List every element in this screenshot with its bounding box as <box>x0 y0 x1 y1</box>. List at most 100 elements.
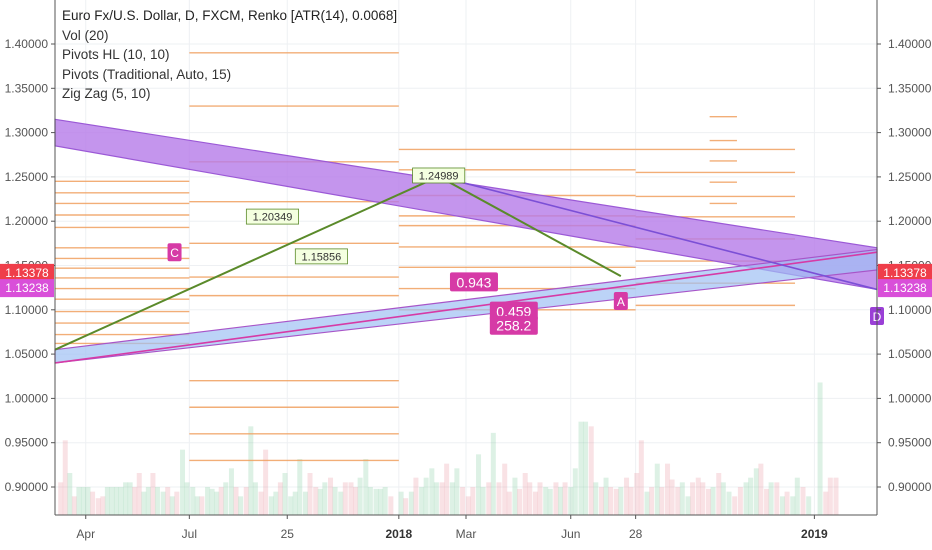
legend-pivots[interactable]: Pivots (Traditional, Auto, 15) <box>62 66 232 82</box>
zigzag-label-text: 1.15856 <box>302 251 342 263</box>
volume-bar <box>338 491 344 515</box>
volume-bar <box>833 477 839 515</box>
volume-bar <box>388 496 394 515</box>
volume-bar <box>695 477 701 515</box>
volume-bar <box>322 482 328 515</box>
volume-bar <box>205 487 211 515</box>
volume-bar <box>480 487 486 515</box>
y-tick-label-right: 0.90000 <box>888 480 932 494</box>
y-tick-label-left: 1.20000 <box>5 214 49 228</box>
volume-bar <box>768 482 774 515</box>
volume-bar <box>373 488 379 515</box>
volume-bar <box>223 482 229 515</box>
chart-title[interactable]: Euro Fx/U.S. Dollar, D, FXCM, Renko [ATR… <box>62 8 398 23</box>
ratio-label-box <box>449 272 498 292</box>
volume-bar <box>292 491 298 515</box>
volume-bar <box>572 468 578 515</box>
volume-bar <box>145 487 151 515</box>
y-tick-label-left: 1.05000 <box>5 347 49 361</box>
volume-bar <box>669 479 675 515</box>
volume-bar <box>288 496 294 515</box>
legend-volume[interactable]: Vol (20) <box>62 27 109 43</box>
volume-bar <box>613 488 619 515</box>
volume-bar <box>214 491 220 515</box>
volume-bar <box>403 498 409 515</box>
volume-bar <box>118 487 124 515</box>
volume-bar <box>258 491 264 515</box>
volume-bar <box>302 491 308 515</box>
legend-zigzag[interactable]: Zig Zag (5, 10) <box>62 86 151 101</box>
price-badge-box <box>0 279 54 298</box>
volume-bar <box>512 477 518 515</box>
volume-bar <box>817 382 823 515</box>
volume-bar <box>465 496 471 515</box>
volume-bar <box>659 487 665 515</box>
wave-marker-a: A <box>613 291 628 310</box>
price-badge-box <box>0 263 54 282</box>
volume-bar <box>726 491 732 515</box>
price-badge-box <box>878 279 932 298</box>
volume-bar <box>277 482 283 515</box>
y-tick-label-right: 1.05000 <box>888 347 932 361</box>
volume-bar <box>307 473 313 515</box>
volume-bar <box>419 487 425 515</box>
ratio-label-text: 258.2 <box>496 318 531 334</box>
volume-bar <box>532 491 538 515</box>
volume-bar <box>184 482 190 515</box>
volume-bar <box>649 487 655 515</box>
volume-bar <box>444 463 450 515</box>
legend-pivots-hl[interactable]: Pivots HL (10, 10) <box>62 47 170 62</box>
volume-bar <box>706 488 712 515</box>
y-tick-label-left: 0.90000 <box>5 480 49 494</box>
y-tick-label-right: 1.00000 <box>888 391 932 405</box>
volume-bar <box>342 482 348 515</box>
volume-bar <box>553 482 559 515</box>
volume-bar <box>263 449 269 515</box>
x-tick-label: 2019 <box>801 527 828 541</box>
volume-bar <box>136 473 142 515</box>
volume-bar <box>100 496 106 515</box>
volume-bar <box>132 487 138 515</box>
volume-bar <box>588 426 594 515</box>
volume-bar <box>624 477 630 515</box>
y-tick-label-left: 1.25000 <box>5 170 49 184</box>
volume-bar <box>169 496 175 515</box>
volume-bar <box>794 477 800 515</box>
volume-bar <box>282 473 288 515</box>
volume-bar <box>583 421 589 515</box>
volume-bar <box>743 482 749 515</box>
volume-bar <box>313 487 319 515</box>
volume-bar <box>174 491 180 515</box>
volume-bar <box>543 487 549 515</box>
volume-bar <box>80 487 86 515</box>
volume-bar <box>218 487 224 515</box>
volume-bar <box>238 496 244 515</box>
volume-bar <box>753 468 759 515</box>
volume-bar <box>800 487 806 515</box>
volume-bar <box>348 482 354 515</box>
volume-bar <box>827 477 833 515</box>
volume-bar <box>268 496 274 515</box>
volume-bar <box>603 477 609 515</box>
price-badge-right: 1.13238 <box>878 279 932 298</box>
volume-bar <box>710 487 716 515</box>
volume-bar <box>165 487 171 515</box>
x-tick-label: Jun <box>561 527 580 541</box>
wave-marker-c: C <box>167 243 182 262</box>
volume-bar <box>353 487 359 515</box>
volume-bar <box>764 488 770 515</box>
volume-bar <box>252 482 258 515</box>
y-tick-label-right: 1.40000 <box>888 37 932 51</box>
volume-bar <box>638 440 644 515</box>
volume-bar <box>58 482 64 515</box>
volume-bar <box>67 473 73 515</box>
wave-marker-box <box>167 243 182 262</box>
volume-bar <box>317 488 323 515</box>
chart-legend: Euro Fx/U.S. Dollar, D, FXCM, Renko [ATR… <box>62 6 397 104</box>
volume-bar <box>774 482 780 515</box>
volume-bar <box>823 491 829 515</box>
x-tick-label: 2018 <box>385 527 412 541</box>
volume-bars <box>58 382 839 515</box>
